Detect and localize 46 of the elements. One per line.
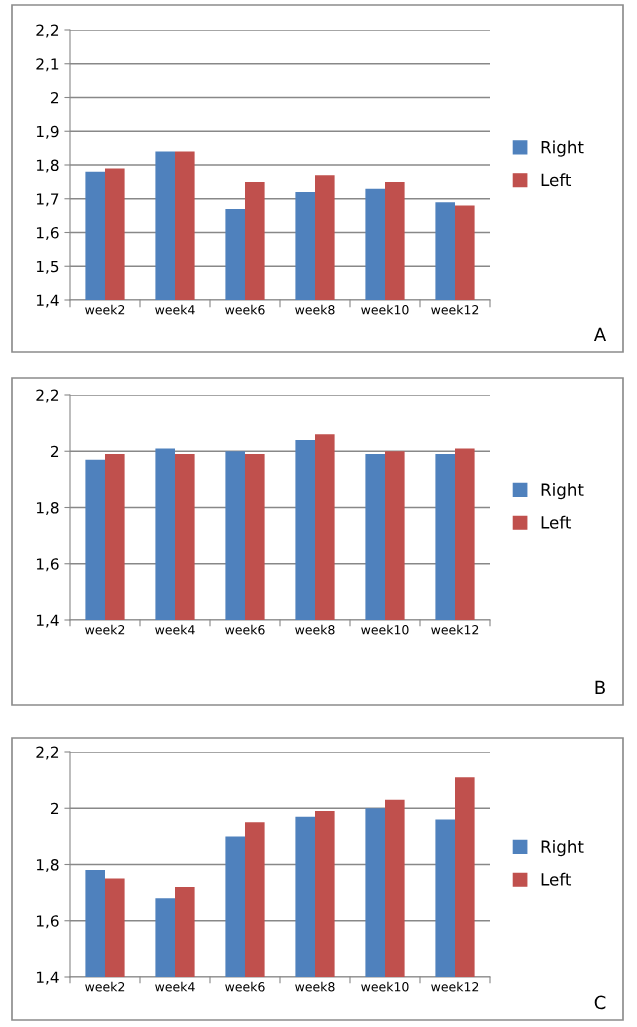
x-tick-label: week12	[431, 981, 479, 992]
x-tick-label: week2	[85, 981, 125, 992]
y-tick-label: 2,1	[36, 58, 59, 72]
legend-label: Right	[541, 483, 584, 500]
legend-label: Left	[541, 173, 572, 187]
y-tick-label: 1,8	[36, 501, 59, 516]
x-tick-label: week4	[155, 624, 195, 635]
x-tick-label: week2	[85, 304, 125, 315]
y-tick-label: 1,4	[36, 614, 59, 628]
x-tick-label: week12	[431, 624, 479, 635]
x-tick-label: week10	[361, 624, 409, 635]
legend-label: Right	[541, 840, 584, 857]
y-tick-label: 2	[50, 445, 59, 458]
y-tick-label: 1,6	[36, 558, 59, 572]
y-tick-label: 2	[50, 802, 59, 815]
x-tick-label: week6	[225, 304, 265, 315]
y-tick-label: 1,5	[36, 260, 59, 274]
x-tick-label: week8	[295, 304, 335, 315]
x-tick-label: week4	[155, 981, 195, 992]
x-tick-label: week2	[85, 624, 125, 635]
y-tick-label: 1,7	[36, 193, 59, 207]
y-tick-label: 2	[50, 91, 59, 104]
y-tick-label: 1,4	[36, 294, 59, 308]
y-tick-label: 2,2	[36, 24, 59, 38]
y-tick-label: 1,6	[36, 226, 59, 241]
x-tick-label: week4	[155, 304, 195, 315]
x-tick-label: week6	[225, 981, 265, 992]
y-tick-label: 1,9	[36, 125, 59, 139]
x-tick-label: week8	[295, 624, 335, 635]
text: C	[594, 995, 606, 1010]
legend-label: Right	[541, 140, 584, 157]
text: B	[595, 680, 605, 694]
y-tick-label: 2,2	[36, 746, 59, 760]
x-tick-label: week12	[431, 304, 479, 315]
x-tick-label: week6	[225, 624, 265, 635]
y-tick-label: 1,6	[36, 915, 59, 929]
text: A	[593, 327, 607, 341]
x-tick-label: week10	[361, 981, 409, 992]
y-tick-label: 2,2	[36, 389, 59, 403]
legend-label: Left	[541, 872, 572, 886]
legend-label: Left	[541, 515, 572, 529]
x-tick-label: week8	[295, 981, 335, 992]
x-tick-label: week10	[361, 304, 409, 315]
y-tick-label: 1,4	[36, 971, 59, 985]
y-tick-label: 1,8	[36, 159, 59, 173]
y-tick-label: 1,8	[36, 858, 59, 873]
